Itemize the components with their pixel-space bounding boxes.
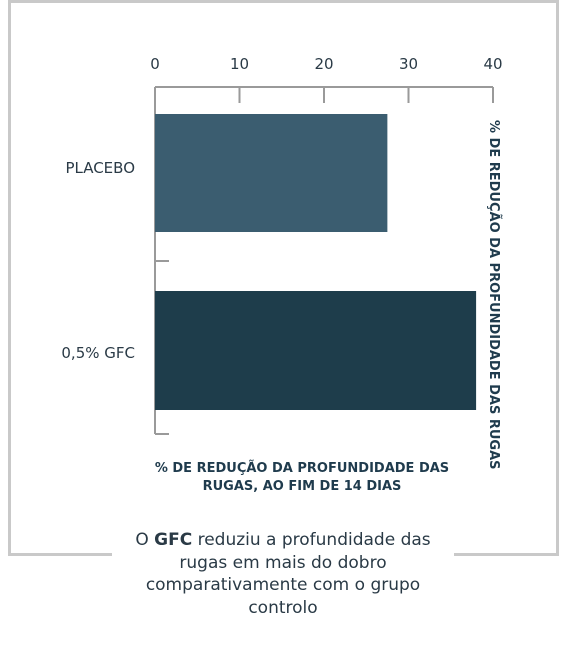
x-tick-label: 0 (150, 55, 160, 73)
caption-rest: reduziu a profundidade das rugas em mais… (145, 530, 431, 618)
frame-gap (112, 552, 454, 560)
caption-prefix: O (135, 530, 155, 550)
x-tick-label: 30 (399, 55, 418, 73)
bar (155, 291, 477, 410)
x-axis-title-line2: RUGAS, AO FIM DE 14 DIAS (203, 479, 402, 494)
x-axis-ticks: 0 10 20 30 40 (150, 55, 503, 103)
x-axis-title-line1: % DE REDUÇÃO DA PROFUNDIDADE DAS (155, 460, 449, 476)
category-label: PLACEBO (65, 159, 135, 177)
right-axis-title: % DE REDUÇÃO DA PROFUNDIDADE DAS RUGAS (486, 120, 502, 470)
x-tick-label: 40 (483, 55, 502, 73)
bar (155, 114, 388, 232)
chart-caption: O GFC reduziu a profundidade das rugas e… (112, 529, 454, 619)
category-labels: PLACEBO 0,5% GFC (61, 159, 135, 362)
x-tick-label: 10 (230, 55, 249, 73)
category-label: 0,5% GFC (61, 344, 135, 362)
x-tick-label: 20 (314, 55, 333, 73)
caption-highlight: GFC (154, 530, 193, 550)
bars (155, 114, 477, 410)
